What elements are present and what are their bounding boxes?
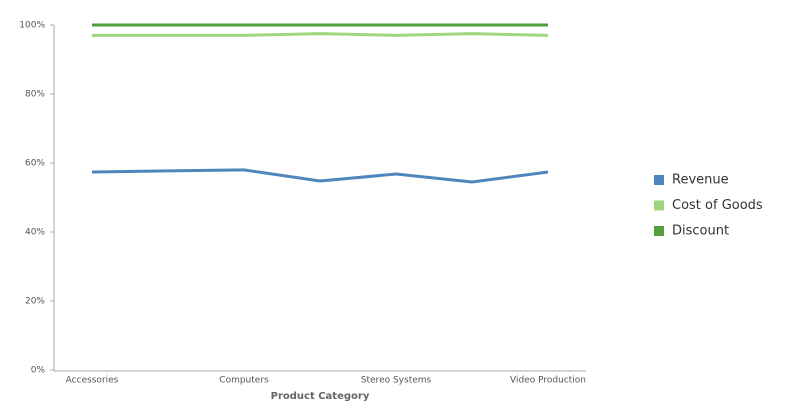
series-line	[91, 168, 549, 184]
y-tick-label: 40%	[25, 228, 45, 238]
legend-label: Discount	[672, 224, 729, 239]
legend-label: Revenue	[672, 173, 729, 188]
legend-swatch	[654, 200, 664, 211]
legend-swatch	[654, 175, 664, 185]
y-tick-label: 20%	[25, 297, 45, 307]
legend-swatch	[654, 226, 664, 236]
y-tick-label: 100%	[19, 21, 45, 31]
series-line	[92, 32, 549, 37]
x-tick-label: Accessories	[66, 376, 119, 386]
x-axis-title: Product Category	[271, 391, 370, 402]
y-tick-label: 80%	[25, 90, 45, 100]
y-tick-label: 60%	[25, 159, 45, 169]
legend-label: Cost of Goods	[672, 198, 763, 213]
x-tick-label: Stereo Systems	[361, 376, 432, 386]
x-tick-label: Video Production	[510, 376, 586, 386]
x-tick-label: Computers	[219, 376, 269, 386]
y-tick-label: 0%	[31, 366, 46, 376]
